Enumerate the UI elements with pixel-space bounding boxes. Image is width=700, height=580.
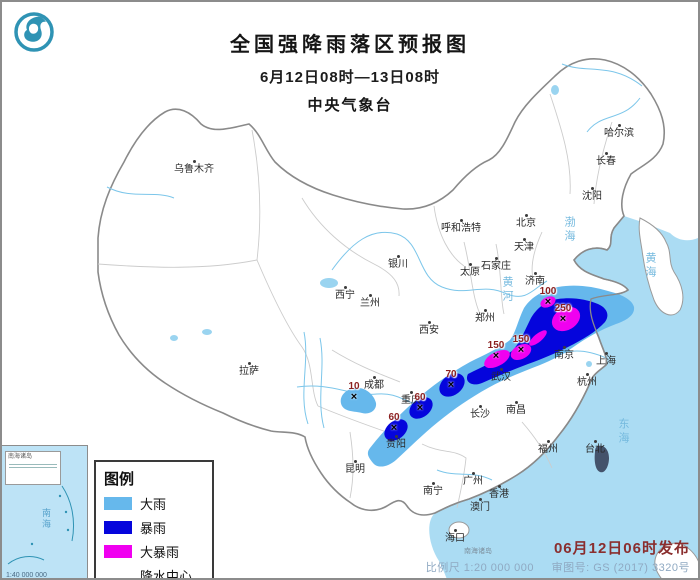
scale-text: 比例尺 1:20 000 000: [425, 562, 535, 574]
korea-outline: [638, 217, 684, 316]
heavy-rainstorm-cores: [484, 296, 581, 369]
legend-label: 暴雨: [140, 521, 167, 536]
map-scale-line: 比例尺 1:20 000 000 审图号: GS (2017) 3320号: [426, 559, 690, 575]
legend-swatch: [104, 497, 132, 510]
legend-title: 图例: [104, 471, 135, 488]
legend-swatch: [104, 521, 132, 534]
inset-info-box: 南海诸岛: [5, 451, 61, 485]
inset-islands: [7, 485, 75, 565]
x-marker-icon: ×: [104, 578, 132, 579]
province-borders: [97, 93, 613, 509]
legend-label: 降水中心值: [140, 569, 193, 580]
hainan-island: [448, 521, 470, 539]
inset-title: 南海诸岛: [8, 454, 33, 460]
approval-number: 审图号: GS (2017) 3320号: [551, 562, 690, 574]
legend-item-0: 大雨: [104, 494, 204, 513]
legend-label: 大暴雨: [140, 545, 180, 560]
legend-label: 大雨: [140, 497, 167, 512]
inset-sea-label: 南海: [41, 508, 51, 530]
legend-swatch: [104, 545, 132, 558]
legend-item-1: 暴雨: [104, 518, 204, 537]
coastline: [434, 215, 629, 514]
cma-logo-icon: [14, 12, 54, 52]
inset-scale: 1:40 000 000: [6, 572, 47, 579]
south-china-sea-inset: 南海诸岛 南海 1:40 000 000: [2, 445, 88, 579]
release-timestamp: 06月12日06时发布: [553, 540, 690, 557]
island-outline: [654, 542, 698, 578]
lakes: [170, 85, 592, 367]
legend-item-2: 大暴雨: [104, 542, 204, 561]
legend-item-center: × 降水中心值: [104, 566, 204, 580]
taiwan-island: [594, 445, 609, 473]
